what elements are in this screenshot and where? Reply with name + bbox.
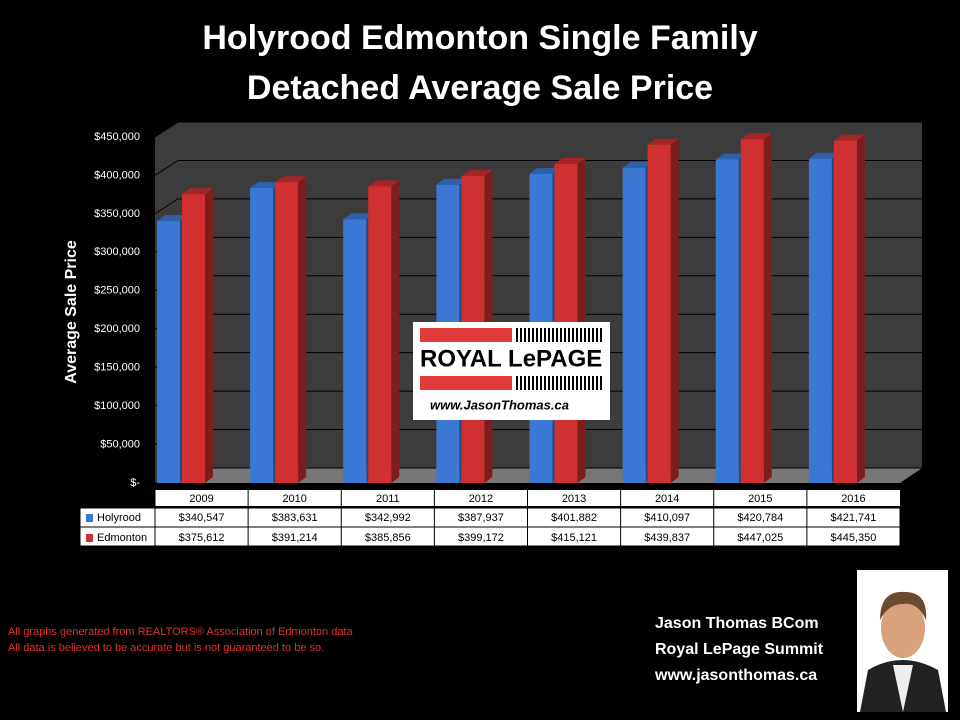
bar-top: [368, 180, 400, 187]
logo-barcode: [515, 328, 603, 342]
bar-top: [740, 133, 772, 140]
bar: [343, 219, 367, 483]
bar: [622, 167, 646, 483]
footnote: All graphs generated from REALTORS® Asso…: [8, 626, 353, 638]
bar: [275, 182, 299, 484]
logo: ROYAL LePAGE www.JasonThomas.ca: [413, 322, 610, 420]
bar-top: [461, 170, 493, 177]
contact: Jason Thomas BCom: [655, 615, 819, 632]
value-label: $342,992: [365, 512, 411, 524]
bar: [647, 144, 671, 484]
bar-side: [670, 138, 679, 484]
footnote: All data is believed to be accurate but …: [8, 642, 324, 654]
y-tick-label: $200,000: [94, 323, 140, 335]
bar: [740, 139, 764, 483]
bar-side: [298, 176, 307, 484]
value-label: $399,172: [458, 532, 504, 544]
bar: [715, 159, 739, 483]
x-tick-label: 2010: [282, 493, 306, 505]
bar-top: [808, 152, 840, 159]
bar-side: [391, 180, 400, 483]
bar-side: [205, 188, 213, 483]
y-tick-label: $350,000: [94, 208, 140, 220]
bar-top: [622, 161, 654, 168]
bar: [182, 194, 205, 483]
portrait-hair: [880, 591, 927, 620]
contact: Royal LePage Summit: [655, 641, 824, 658]
value-label: $401,882: [551, 512, 597, 524]
portrait-face: [881, 598, 925, 658]
x-tick-label: 2015: [748, 493, 772, 505]
bar: [808, 158, 832, 483]
y-tick-label: $250,000: [94, 285, 140, 297]
value-label: $421,741: [830, 512, 876, 524]
y-tick-label: $-: [130, 477, 140, 489]
bar-top: [343, 213, 375, 220]
bar-top: [275, 176, 307, 183]
x-tick-label: 2012: [469, 493, 493, 505]
y-tick-label: $100,000: [94, 400, 140, 412]
x-tick-label: 2014: [655, 493, 679, 505]
legend-label: Edmonton: [97, 532, 147, 544]
legend-label: Holyrood: [97, 512, 141, 524]
logo-url: www.JasonThomas.ca: [430, 397, 569, 412]
chart-title: Holyrood Edmonton Single Family: [202, 19, 757, 57]
x-tick-label: 2009: [189, 493, 213, 505]
y-tick-label: $400,000: [94, 169, 140, 181]
bar-top: [436, 178, 468, 185]
logo-name: ROYAL LePAGE: [420, 345, 602, 372]
logo-barcode: [515, 376, 603, 390]
value-label: $445,350: [830, 532, 876, 544]
value-label: $385,856: [365, 532, 411, 544]
bar-top: [157, 215, 188, 222]
legend-swatch: [86, 514, 93, 522]
bar-top: [182, 188, 213, 195]
data-table: 2009 $340,547 $375,612 2010 $383,631 $391,214…: [79, 490, 901, 547]
bar: [157, 221, 180, 483]
logo-stripe: [420, 376, 512, 390]
y-tick-label: $150,000: [94, 362, 140, 374]
value-label: $410,097: [644, 512, 690, 524]
portrait-shirt: [893, 665, 913, 712]
y-tick-label: $450,000: [94, 131, 140, 143]
bar-side: [577, 157, 586, 484]
x-tick-label: 2013: [562, 493, 586, 505]
portrait: [857, 570, 948, 712]
bar-top: [529, 167, 561, 174]
y-tick-label: $300,000: [94, 246, 140, 258]
value-label: $420,784: [737, 512, 783, 524]
value-label: $383,631: [272, 512, 318, 524]
value-label: $439,837: [644, 532, 690, 544]
bar-top: [647, 138, 679, 145]
value-label: $447,025: [737, 532, 783, 544]
logo-stripe: [420, 328, 512, 342]
bar-top: [554, 157, 586, 164]
value-label: $387,937: [458, 512, 504, 524]
x-tick-label: 2011: [376, 493, 400, 505]
bar-top: [833, 134, 865, 141]
y-tick-label: $50,000: [100, 438, 140, 450]
y-axis-label: Average Sale Price: [63, 240, 80, 384]
value-label: $391,214: [272, 532, 318, 544]
bar-side: [763, 133, 772, 483]
contact: www.jasonthomas.ca: [654, 667, 817, 684]
bar: [250, 188, 274, 483]
bar-side: [856, 134, 865, 484]
grid-line: [154, 121, 922, 138]
legend-swatch: [86, 534, 93, 542]
value-label: $340,547: [179, 512, 225, 524]
value-label: $415,121: [551, 532, 597, 544]
bar: [833, 140, 857, 484]
value-label: $375,612: [179, 532, 225, 544]
x-tick-label: 2016: [841, 493, 865, 505]
bar: [368, 186, 392, 483]
bar-top: [715, 153, 747, 160]
chart-title: Detached Average Sale Price: [247, 69, 713, 107]
bar-top: [250, 182, 282, 189]
